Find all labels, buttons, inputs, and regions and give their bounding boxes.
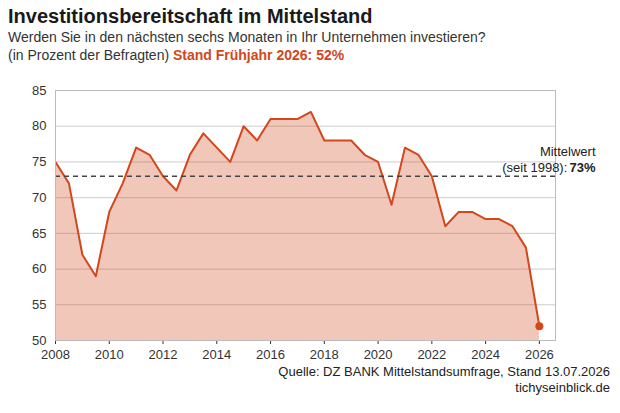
svg-text:(seit 1998):: (seit 1998): [502,160,567,175]
svg-text:73%: 73% [569,160,595,175]
svg-text:2026: 2026 [525,347,554,362]
svg-text:2020: 2020 [364,347,393,362]
svg-text:Mittelwert: Mittelwert [540,144,596,159]
html-text:Investitionsbereitschaft im Mi: Investitionsbereitschaft im Mittelstand [8,5,373,27]
svg-text:60: 60 [32,261,46,276]
svg-text:50: 50 [32,333,46,348]
svg-text:2018: 2018 [310,347,339,362]
svg-text:2012: 2012 [149,347,178,362]
svg-text:2010: 2010 [95,347,124,362]
svg-text:85: 85 [32,83,46,98]
html-text:Werden Sie in den nächsten sec: Werden Sie in den nächsten sechs Monaten… [8,29,486,45]
svg-text:80: 80 [32,118,46,133]
svg-text:55: 55 [32,297,46,312]
svg-text:70: 70 [32,190,46,205]
svg-text:2016: 2016 [256,347,285,362]
svg-text:2024: 2024 [471,347,500,362]
svg-text:2008: 2008 [41,347,70,362]
svg-text:2022: 2022 [417,347,446,362]
html-text:Quelle: DZ BANK Mittelstandsum: Quelle: DZ BANK Mittelstandsumfrage, Sta… [278,364,610,379]
svg-text:65: 65 [32,226,46,241]
svg-text:2014: 2014 [202,347,231,362]
svg-text:75: 75 [32,154,46,169]
html-text:(in Prozent der Befragten) Sta: (in Prozent der Befragten) Stand Frühjah… [8,47,345,63]
html-text:tichyseinblick.de: tichyseinblick.de [515,380,610,395]
